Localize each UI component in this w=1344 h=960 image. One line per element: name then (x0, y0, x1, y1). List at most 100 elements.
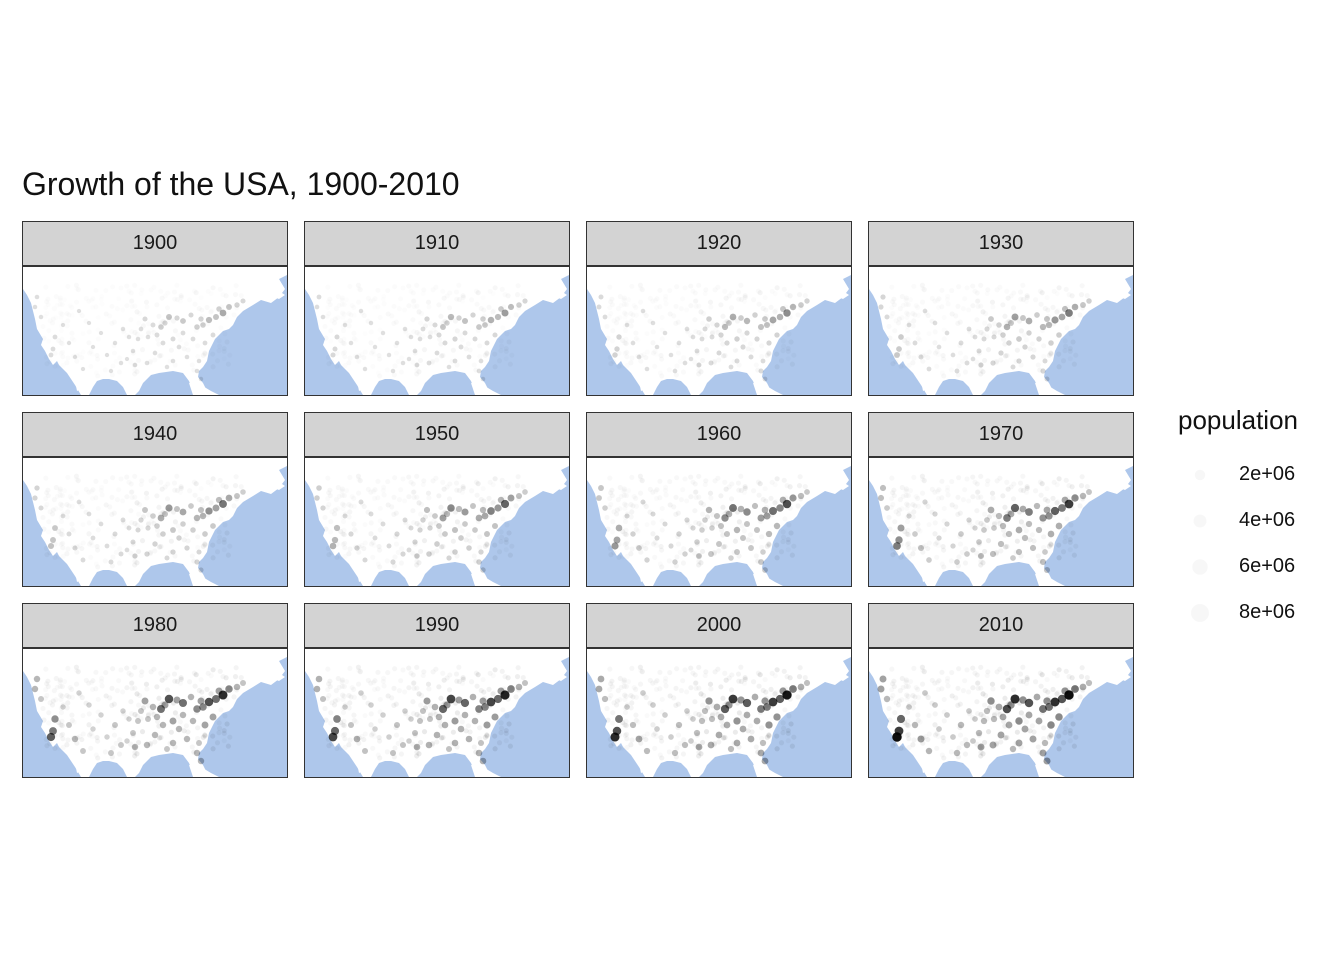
legend-label: 4e+06 (1239, 509, 1296, 531)
population-point (1045, 695, 1052, 701)
population-point (786, 547, 791, 552)
population-point (469, 679, 474, 684)
population-point (1031, 347, 1036, 352)
population-point (936, 726, 942, 732)
population-point (124, 665, 130, 671)
population-point (635, 719, 640, 724)
population-point (932, 702, 938, 708)
population-point (474, 302, 479, 307)
population-point (975, 729, 983, 737)
population-point (782, 325, 787, 330)
population-point (222, 738, 227, 743)
population-point (108, 368, 114, 374)
population-point (970, 356, 976, 362)
population-point (61, 745, 66, 750)
population-point (156, 735, 163, 741)
population-point (353, 735, 361, 743)
population-point (152, 541, 158, 547)
population-point (333, 524, 341, 532)
population-point (996, 322, 1002, 328)
population-point (698, 309, 704, 315)
population-point (1068, 356, 1073, 361)
population-point (132, 665, 137, 670)
population-point (466, 723, 471, 728)
population-point (624, 694, 629, 699)
population-point (368, 320, 374, 326)
population-point (199, 307, 204, 312)
population-point (993, 549, 1000, 556)
population-point (907, 554, 912, 559)
population-point (372, 543, 377, 548)
population-point (906, 702, 912, 708)
population-point (629, 737, 634, 742)
population-point (1070, 530, 1076, 536)
population-point (940, 543, 946, 550)
population-point (922, 308, 928, 314)
population-point (426, 715, 434, 723)
population-point (79, 694, 85, 701)
population-point (326, 552, 331, 557)
population-point (356, 682, 361, 687)
population-point (504, 713, 509, 718)
population-point (736, 480, 741, 485)
population-point (1041, 534, 1047, 540)
population-point (454, 519, 461, 525)
population-point (86, 722, 92, 728)
land-shape (23, 267, 287, 395)
population-point (887, 336, 892, 341)
population-point (886, 324, 891, 329)
population-point (217, 720, 222, 725)
population-point (87, 520, 92, 525)
population-point (88, 746, 93, 751)
population-point (977, 553, 983, 559)
population-point (124, 685, 130, 691)
population-point (956, 554, 961, 559)
population-point (994, 669, 1000, 675)
population-point (774, 667, 779, 672)
population-point (414, 559, 419, 564)
island-shape (357, 763, 363, 773)
population-point (1043, 566, 1051, 574)
population-point (1067, 727, 1073, 734)
population-point (60, 322, 66, 328)
population-point (402, 708, 408, 714)
population-point (394, 511, 399, 516)
population-point (204, 686, 210, 692)
population-point (480, 316, 486, 322)
population-point (117, 560, 122, 565)
island-shape (833, 673, 849, 681)
population-point (426, 551, 432, 557)
population-point (936, 296, 941, 301)
population-point (1027, 537, 1033, 543)
population-point (47, 542, 55, 550)
population-point (344, 297, 349, 302)
population-point (492, 555, 498, 561)
population-point (215, 549, 220, 554)
population-point (1062, 730, 1068, 736)
population-point (348, 694, 354, 700)
population-point (337, 494, 342, 499)
population-point (738, 665, 743, 670)
map-panel (586, 457, 852, 587)
population-point (616, 334, 622, 340)
land-shape (869, 649, 1133, 777)
population-point (172, 519, 179, 525)
population-point (154, 332, 160, 338)
population-point (668, 734, 674, 740)
population-point (66, 340, 72, 346)
population-point (703, 729, 710, 735)
population-point (980, 691, 986, 697)
population-point (1056, 542, 1062, 548)
population-point (696, 686, 701, 691)
population-point (720, 504, 726, 510)
population-point (460, 528, 465, 533)
island-shape (471, 383, 501, 395)
population-point (491, 308, 496, 313)
population-point (1038, 492, 1044, 498)
population-point (445, 675, 450, 680)
population-point (638, 300, 643, 305)
population-point (391, 304, 396, 309)
island-shape (1115, 291, 1131, 299)
population-point (103, 288, 108, 293)
population-point (492, 542, 498, 548)
